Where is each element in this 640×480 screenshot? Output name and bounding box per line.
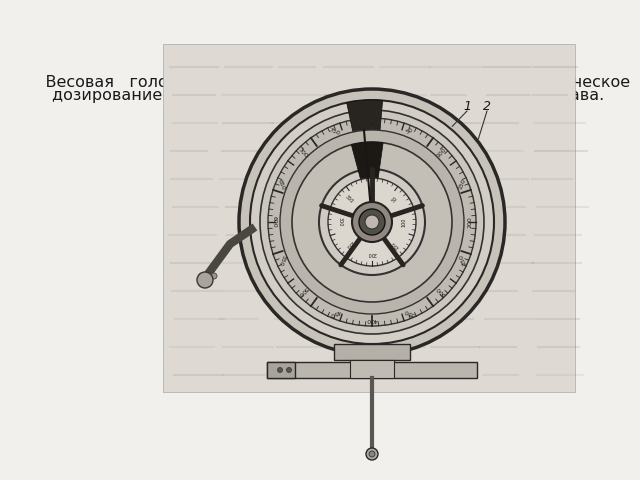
Text: 250: 250 xyxy=(458,253,467,266)
FancyBboxPatch shape xyxy=(267,362,477,378)
Text: 750: 750 xyxy=(328,127,341,136)
Circle shape xyxy=(328,178,416,266)
Text: 200: 200 xyxy=(467,216,472,228)
FancyBboxPatch shape xyxy=(163,44,575,392)
Text: 150: 150 xyxy=(390,240,400,250)
Text: 200: 200 xyxy=(367,252,377,256)
Circle shape xyxy=(250,100,494,344)
Text: 1: 1 xyxy=(463,100,471,113)
Circle shape xyxy=(359,209,385,235)
Circle shape xyxy=(278,368,282,372)
Text: 700: 700 xyxy=(297,147,308,158)
Text: 600: 600 xyxy=(271,216,276,228)
Circle shape xyxy=(287,368,291,372)
Wedge shape xyxy=(347,100,383,222)
Circle shape xyxy=(208,273,214,279)
Text: 300: 300 xyxy=(337,217,342,227)
Text: 50: 50 xyxy=(390,195,399,204)
Text: 250: 250 xyxy=(344,240,355,250)
Circle shape xyxy=(365,215,379,229)
Circle shape xyxy=(211,273,217,279)
Text: 50: 50 xyxy=(405,128,414,135)
Wedge shape xyxy=(351,142,383,222)
Circle shape xyxy=(280,130,464,314)
Circle shape xyxy=(205,273,211,279)
Circle shape xyxy=(260,110,484,334)
Circle shape xyxy=(239,89,505,355)
Text: 100: 100 xyxy=(435,147,447,158)
Circle shape xyxy=(268,118,476,326)
Text: 100: 100 xyxy=(401,217,406,227)
Text: 550: 550 xyxy=(277,253,286,266)
Circle shape xyxy=(366,448,378,460)
Circle shape xyxy=(202,273,208,279)
Text: Весовая   головка   типа   АДИ-ЗОП   обеспечивает   автоматическое: Весовая головка типа АДИ-ЗОП обеспечивае… xyxy=(26,73,630,90)
Circle shape xyxy=(199,273,205,279)
Circle shape xyxy=(352,202,392,242)
Text: 0: 0 xyxy=(370,121,374,127)
Text: 300: 300 xyxy=(435,286,447,297)
Text: 150: 150 xyxy=(458,178,467,191)
FancyBboxPatch shape xyxy=(267,362,295,378)
Circle shape xyxy=(319,169,425,275)
Circle shape xyxy=(369,451,375,457)
Text: 2: 2 xyxy=(483,100,491,113)
Text: 350: 350 xyxy=(344,194,355,204)
Circle shape xyxy=(197,272,213,288)
Text: 350: 350 xyxy=(403,308,416,317)
Text: 0: 0 xyxy=(371,188,374,192)
Circle shape xyxy=(292,142,452,302)
FancyBboxPatch shape xyxy=(350,360,394,378)
Text: 650: 650 xyxy=(277,178,286,191)
Text: 500: 500 xyxy=(297,286,308,297)
Text: 450: 450 xyxy=(328,308,341,317)
Text: 400: 400 xyxy=(366,317,378,323)
Text: дозирование минеральной смеси любого рецептурного состава.: дозирование минеральной смеси любого рец… xyxy=(52,86,604,103)
FancyBboxPatch shape xyxy=(334,344,410,360)
